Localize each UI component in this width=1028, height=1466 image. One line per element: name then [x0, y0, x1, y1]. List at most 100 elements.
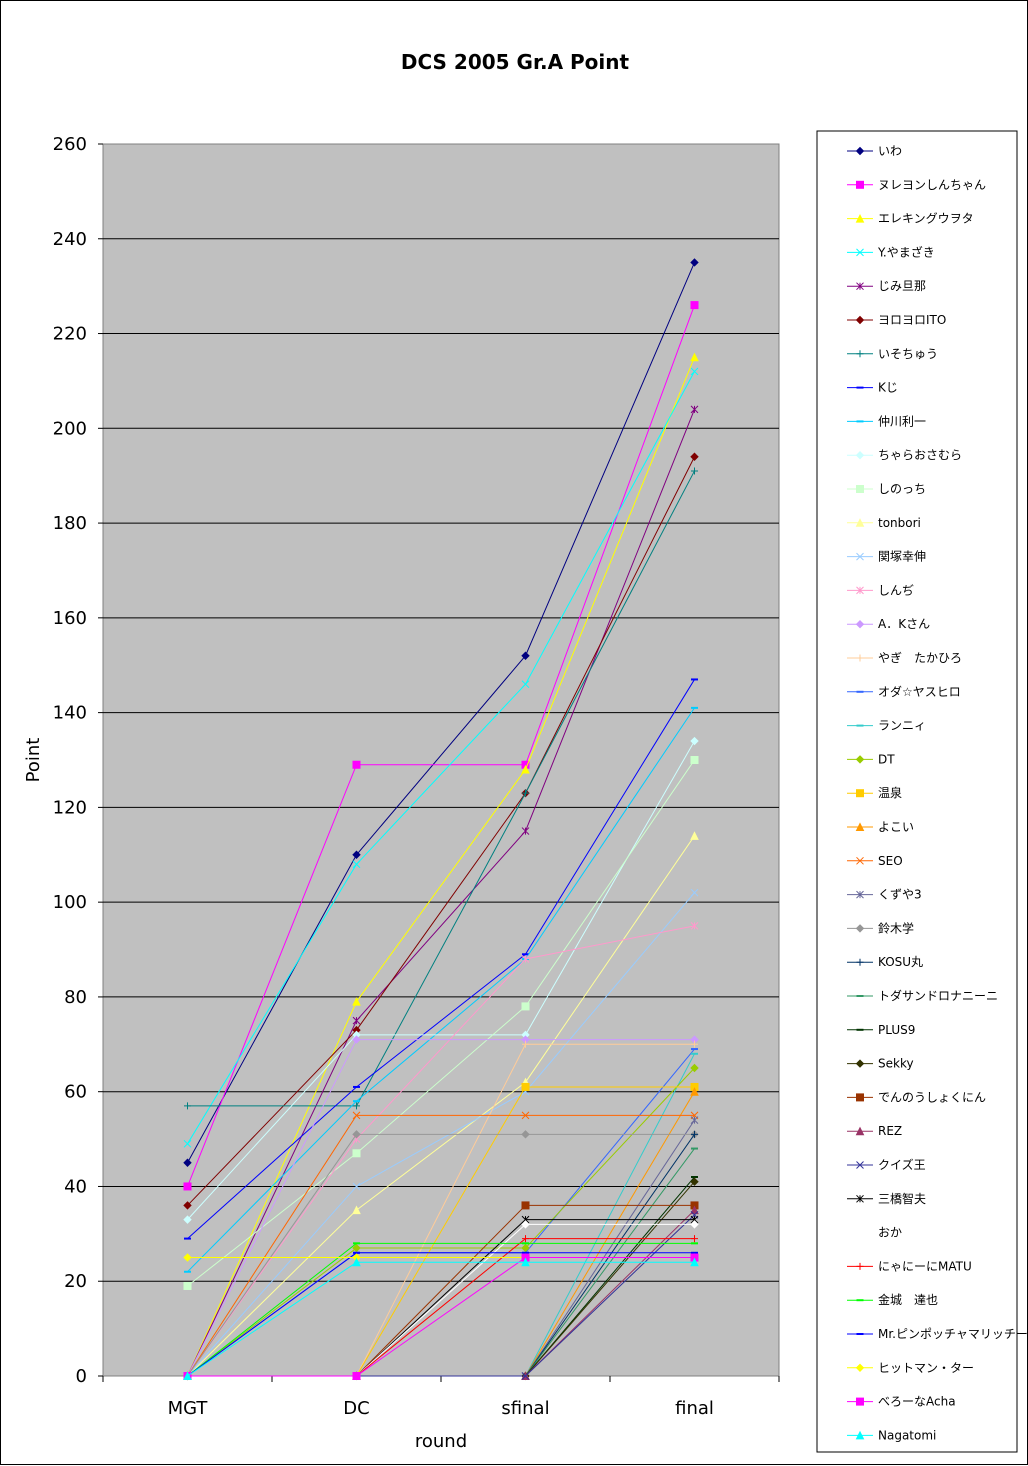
legend-label: やぎ たかひろ [878, 651, 962, 665]
series-7 [184, 678, 698, 1240]
series-10 [183, 756, 699, 1290]
series-line [187, 470, 695, 1107]
series-line [187, 1133, 695, 1377]
data-point [691, 467, 698, 475]
legend-entry: クイズ王 [847, 1157, 926, 1172]
legend-label: エレキングウヲタ [878, 212, 974, 226]
series-line [187, 759, 695, 1287]
series-line [187, 740, 695, 1220]
legend-label: tonbori [878, 516, 921, 530]
series-line [187, 371, 695, 1145]
legend-entry: じみ旦那 [847, 279, 926, 293]
legend-label: SEO [878, 854, 903, 868]
legend-label: Kじ [878, 381, 898, 395]
legend-marker [855, 213, 865, 223]
data-point [522, 1235, 529, 1243]
legend-marker [855, 1126, 865, 1136]
legend-entry: 温泉 [847, 786, 902, 800]
y-tick-label: 240 [53, 229, 87, 250]
legend-label: REZ [878, 1124, 902, 1138]
data-point [690, 367, 699, 376]
x-axis-label: round [415, 1431, 467, 1452]
legend-marker [856, 1262, 864, 1270]
series-3 [183, 367, 699, 1148]
data-point [690, 756, 699, 764]
data-point [521, 955, 530, 963]
legend-entry: しんぢ [847, 582, 914, 597]
series-line [187, 1114, 695, 1377]
series-line [187, 835, 695, 1377]
data-point [352, 1205, 361, 1215]
legend-label: べろーなAcha [878, 1395, 956, 1409]
legend-marker [855, 1430, 865, 1440]
legend-marker [856, 1161, 864, 1169]
data-point [521, 1372, 530, 1380]
legend-entry: くずや3 [847, 888, 922, 902]
legend-marker [856, 1397, 864, 1406]
legend-marker [855, 1363, 865, 1373]
legend-entry: 三橋智夫 [847, 1191, 926, 1206]
legend-marker [855, 450, 865, 460]
data-point [183, 1158, 192, 1167]
data-point [183, 1139, 192, 1148]
legend-marker [855, 1228, 865, 1237]
series-38 [183, 1257, 699, 1380]
legend-label: オダ☆ヤスヒロ [878, 684, 961, 699]
data-point [690, 888, 699, 897]
y-tick-label: 40 [64, 1176, 87, 1197]
data-point [184, 1102, 191, 1110]
legend-label: Sekky [878, 1057, 914, 1071]
data-point [691, 1040, 698, 1048]
series-line [187, 357, 695, 1377]
legend-label: Y.やまざき [877, 244, 935, 259]
data-point [521, 1220, 530, 1229]
data-point [690, 921, 699, 930]
series-6 [184, 467, 698, 1110]
data-point [521, 1201, 530, 1210]
legend-marker [856, 789, 864, 798]
y-tick-label: 60 [64, 1082, 87, 1103]
legend-entry: DT [847, 752, 895, 766]
y-tick-label: 200 [53, 418, 87, 439]
legend-label: おか [878, 1226, 902, 1240]
series-line [187, 456, 695, 1206]
x-tick-label: sfinal [501, 1398, 549, 1419]
legend-marker [856, 654, 864, 662]
data-point [690, 452, 699, 461]
y-tick-label: 20 [64, 1271, 87, 1292]
legend-entry: 関塚幸伸 [847, 550, 926, 564]
data-point [352, 850, 361, 859]
legend-label: しんぢ [878, 582, 914, 597]
legend-marker [855, 315, 865, 325]
legend-label: 温泉 [878, 786, 902, 800]
legend-marker [855, 924, 865, 933]
legend-marker [856, 586, 864, 595]
legend-entry: ヒットマン・ター [847, 1361, 974, 1375]
legend-label: ヒットマン・ター [878, 1361, 974, 1375]
y-tick-label: 140 [53, 703, 87, 724]
data-point [690, 258, 699, 267]
legend-marker [856, 552, 864, 561]
legend-entry: SEO [847, 854, 903, 868]
legend-label: にゃにーにMATU [878, 1259, 972, 1273]
series-line [187, 1039, 695, 1377]
data-point [690, 1205, 699, 1215]
data-point [690, 301, 699, 310]
series-line [187, 1242, 695, 1377]
legend-entry: やぎ たかひろ [847, 651, 962, 665]
data-point [183, 1253, 192, 1262]
legend-entry: でんのうしょくにん [847, 1090, 986, 1104]
series-line [187, 262, 695, 1164]
legend-marker [856, 485, 864, 493]
legend-entry: Y.やまざき [847, 244, 935, 259]
series-0 [183, 258, 699, 1167]
series-line [187, 1067, 695, 1377]
legend-label: A．Kさん [878, 617, 930, 631]
data-point [690, 1087, 699, 1096]
data-point [690, 736, 699, 746]
series-line [187, 409, 695, 1377]
gridlines [103, 238, 779, 1282]
data-point [352, 1149, 361, 1158]
legend-entry: ランニィ [847, 719, 926, 733]
